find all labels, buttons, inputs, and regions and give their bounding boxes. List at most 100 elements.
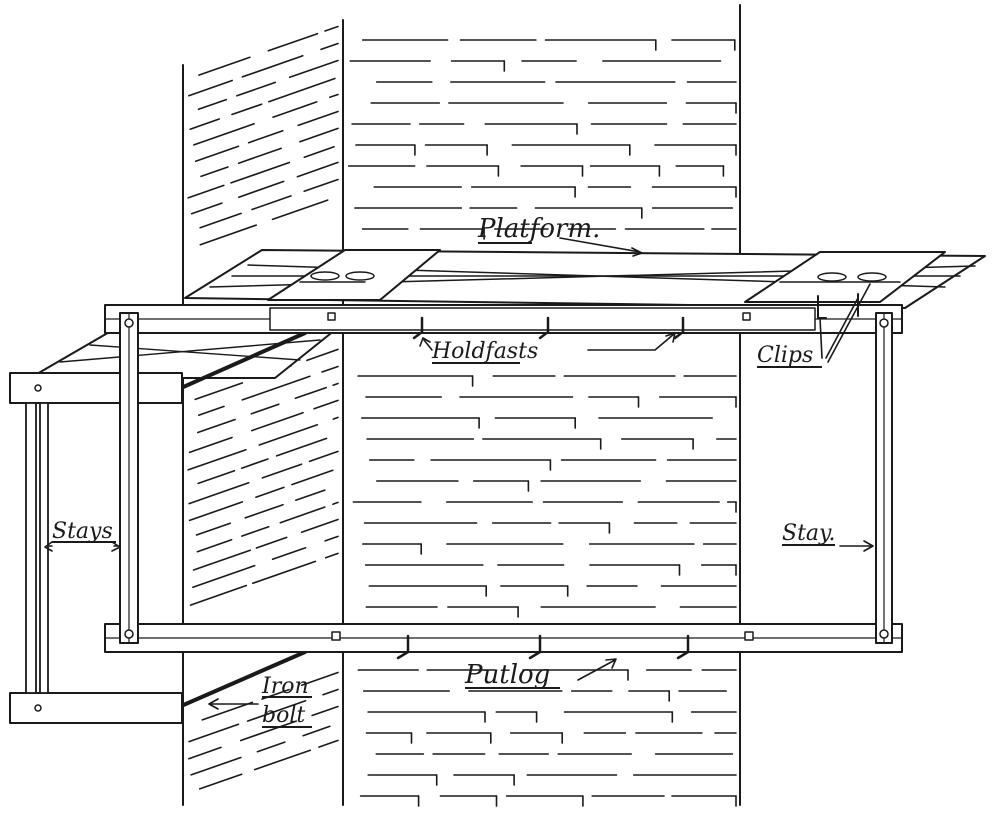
brick-course [255, 536, 288, 549]
brick-course [198, 773, 243, 790]
brick-course [294, 386, 328, 400]
label-putlog: Putlog [464, 658, 617, 690]
brick-course [271, 199, 329, 221]
brick-course [239, 720, 298, 742]
label-platform: Platform. [477, 214, 643, 257]
brick-course [267, 77, 336, 103]
brick-course [258, 423, 319, 446]
brick-course [324, 535, 339, 542]
brick-course [306, 348, 339, 362]
label-stay: Stay. [782, 521, 874, 552]
brick-course [318, 739, 339, 748]
brick-course [187, 448, 247, 471]
brick-course [190, 756, 242, 776]
brick-course [322, 688, 339, 696]
brick-course [275, 437, 328, 457]
brick-course [238, 180, 285, 198]
brick-course [200, 166, 229, 178]
platform [29, 249, 986, 379]
brick-course [188, 436, 233, 454]
label-clips: Clips [757, 283, 871, 368]
label-putlog-text: Putlog [464, 660, 550, 690]
brick-course [188, 481, 250, 505]
brick-course [246, 699, 307, 722]
brick-course [189, 584, 248, 606]
label-bolt-text: bolt [262, 703, 305, 728]
left-stay-frame [9, 372, 183, 724]
label-stays: Stays [44, 519, 121, 552]
brick-course [194, 145, 240, 163]
brick-course [303, 146, 335, 159]
right-vertical-stay [875, 312, 893, 644]
brick-course [328, 93, 339, 99]
brick-course [303, 178, 339, 193]
brick-course [230, 161, 291, 184]
brick-course [241, 54, 304, 78]
brick-course [197, 418, 236, 434]
brick-course [313, 399, 339, 410]
brick-course [247, 130, 284, 144]
holdfasts [396, 316, 690, 660]
brick-course [332, 382, 339, 387]
brick-course [296, 161, 339, 178]
label-iron-text: Iron [261, 674, 309, 699]
brick-course [291, 469, 334, 486]
brick-course [251, 411, 304, 432]
brick-course [193, 123, 255, 146]
brick-course [201, 701, 254, 721]
label-clips-text: Clips [757, 343, 813, 368]
brick-course [241, 375, 311, 401]
brick-course [197, 405, 225, 417]
brick-course [188, 723, 240, 743]
brick-course [297, 110, 339, 127]
front-wall [347, 4, 741, 807]
label-iron-bolt: Iron bolt [208, 674, 312, 728]
brick-course [332, 416, 339, 420]
brick-course [251, 195, 292, 211]
brick-course [241, 525, 270, 537]
brick-course [261, 463, 303, 479]
upper-iron-bolt [170, 331, 307, 394]
brick-course [244, 503, 284, 519]
brick-course [300, 518, 339, 534]
lower-iron-bolt [170, 650, 307, 712]
brick-course [189, 118, 220, 130]
brick-course [255, 486, 285, 499]
brick-course [252, 560, 317, 585]
brick-course [194, 382, 244, 401]
brick-course [299, 127, 339, 143]
brick-course [294, 489, 326, 502]
brick-course [253, 749, 312, 771]
brick-course [271, 546, 307, 561]
left-wall [182, 19, 344, 806]
brick-course [332, 501, 339, 506]
brick-course [237, 147, 282, 164]
brick-course [308, 450, 339, 463]
brick-course [188, 501, 244, 522]
brick-course [240, 458, 269, 470]
brick-course [187, 184, 225, 199]
brick-course [190, 202, 223, 215]
brick-course [192, 564, 256, 589]
label-platform-text: Platform. [477, 214, 600, 244]
brick-course [192, 549, 251, 571]
brick-course [197, 469, 236, 485]
brick-course [198, 56, 251, 76]
brick-course [272, 101, 318, 118]
brick-course [267, 32, 319, 52]
brick-course [288, 59, 339, 79]
label-stays-text: Stays [52, 519, 113, 544]
label-holdfasts: Holdfasts [419, 332, 676, 364]
brick-course [199, 224, 258, 246]
brick-course [196, 538, 233, 553]
brick-course [324, 552, 339, 559]
brick-course [250, 403, 280, 415]
brick-course [197, 98, 228, 111]
brick-course [300, 671, 339, 687]
brick-course [199, 212, 242, 229]
left-vertical-stay [119, 312, 139, 644]
brick-course [279, 506, 326, 524]
brick-course [256, 741, 286, 753]
putlog-bar [104, 623, 903, 653]
